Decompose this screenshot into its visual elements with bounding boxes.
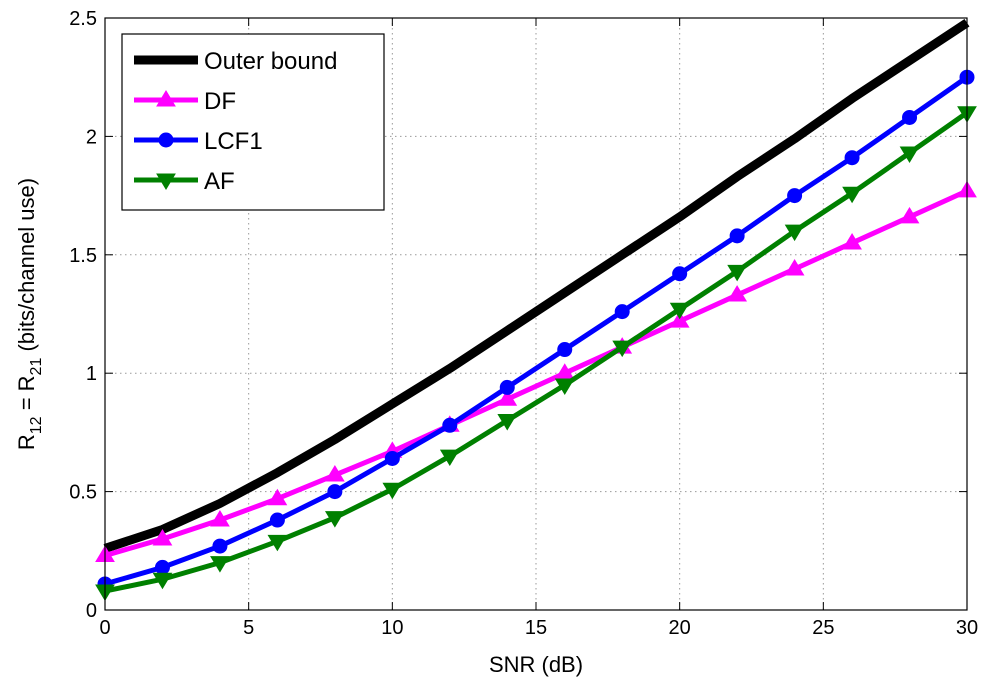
- data-point: [727, 264, 748, 282]
- legend-label: LCF1: [204, 128, 263, 155]
- data-point: [497, 414, 518, 431]
- data-point: [497, 389, 518, 406]
- data-point: [324, 465, 345, 482]
- data-point: [212, 538, 228, 554]
- data-point: [842, 186, 862, 204]
- x-tick-label: 5: [243, 617, 254, 639]
- data-point: [267, 534, 288, 552]
- data-point: [614, 304, 630, 320]
- data-point: [267, 488, 288, 506]
- data-point: [154, 559, 170, 575]
- y-axis-label-prefix: R: [14, 434, 39, 450]
- y-axis-label: R12 = R21 (bits/channel use): [14, 178, 45, 450]
- data-point: [784, 224, 805, 242]
- data-point: [669, 302, 690, 320]
- legend-label: AF: [204, 168, 235, 195]
- x-tick-label: 30: [956, 617, 978, 639]
- data-point: [784, 259, 805, 276]
- x-tick-label: 20: [669, 617, 691, 639]
- data-point: [899, 206, 920, 224]
- series-line: [104, 75, 969, 587]
- data-point: [672, 266, 688, 282]
- legend-item: Outer bound: [134, 48, 337, 75]
- legend-item: LCF1: [134, 128, 263, 155]
- legend-items: Outer bound DF LCF1 AF: [134, 48, 337, 195]
- data-point: [899, 146, 920, 163]
- legend-item: DF: [134, 88, 236, 115]
- data-point: [842, 232, 862, 250]
- data-point: [499, 379, 515, 395]
- data-point: [439, 449, 460, 467]
- y-axis-label-sub1: 12: [28, 416, 45, 434]
- x-tick-label: 0: [99, 617, 110, 639]
- data-point: [382, 482, 403, 500]
- series-outer-bound: [103, 18, 970, 553]
- legend-label: DF: [204, 88, 236, 115]
- y-axis-label-sub2: 21: [28, 358, 45, 376]
- y-axis-label-suffix: (bits/channel use): [14, 178, 39, 358]
- data-point: [442, 417, 458, 433]
- data-point: [844, 150, 860, 166]
- x-axis-label: SNR (dB): [489, 652, 583, 677]
- data-point: [612, 340, 633, 358]
- y-tick-label: 0: [86, 600, 97, 622]
- data-point: [384, 450, 400, 466]
- legend-item: AF: [134, 168, 235, 195]
- x-tick-labels: 0 5 10 15 20 25 30: [99, 617, 978, 639]
- series-line: [103, 18, 970, 553]
- series-line: [104, 188, 969, 558]
- y-tick-labels: 0 0.5 1 1.5 2 2.5: [69, 8, 97, 622]
- y-tick-label: 0.5: [69, 482, 97, 504]
- legend-swatch-marker: [156, 90, 176, 107]
- legend-swatch-marker: [156, 173, 176, 190]
- data-point: [727, 285, 748, 302]
- data-point: [557, 342, 573, 358]
- data-point: [152, 572, 173, 590]
- data-point: [210, 556, 230, 573]
- tick-marks: [104, 17, 968, 611]
- data-point: [669, 311, 690, 328]
- y-tick-label: 2.5: [69, 8, 97, 30]
- y-tick-label: 1.5: [69, 245, 97, 267]
- data-point: [787, 188, 803, 204]
- series-line: [104, 110, 969, 594]
- x-tick-label: 15: [525, 617, 547, 639]
- data-point: [269, 512, 285, 528]
- y-tick-label: 1: [86, 363, 97, 385]
- data-point: [554, 378, 575, 396]
- legend-label: Outer bound: [204, 48, 337, 75]
- data-point: [152, 528, 173, 546]
- data-point: [210, 510, 230, 527]
- data-point: [324, 511, 345, 528]
- legend: Outer bound DF LCF1 AF: [121, 33, 385, 211]
- legend-swatch-marker: [158, 132, 174, 148]
- x-tick-label: 10: [381, 617, 403, 639]
- data-point: [327, 484, 343, 500]
- data-point: [902, 109, 918, 125]
- y-axis-label-mid: = R: [14, 375, 39, 416]
- series-lcf1: [97, 69, 975, 592]
- x-tick-label: 25: [812, 617, 834, 639]
- y-tick-label: 2: [86, 126, 97, 148]
- data-point: [729, 228, 745, 244]
